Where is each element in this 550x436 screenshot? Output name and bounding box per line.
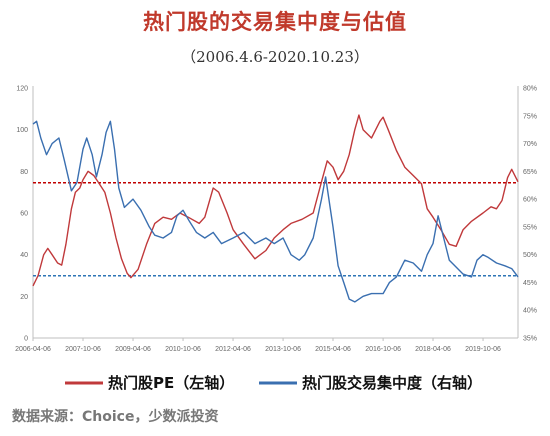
y-left-tick-label: 60	[20, 211, 28, 218]
series-lines	[32, 114, 519, 303]
y-right-tick-label: 40%	[523, 308, 537, 315]
y-right-tick-label: 70%	[523, 141, 537, 148]
x-tick-label: 2019-10-06	[465, 346, 501, 353]
x-tick-label: 2010-10-06	[165, 346, 201, 353]
x-tick-label: 2015-04-06	[315, 346, 351, 353]
y-right-tick-label: 45%	[523, 280, 537, 287]
legend: 热门股PE（左轴） 热门股交易集中度（右轴）	[65, 374, 482, 392]
axes: 0 20 40 60 80 100 120 35% 40% 45% 50% 55% 60% 65% 70% 7…	[15, 86, 537, 354]
data-source-note: 数据来源：Choice，少数派投资	[12, 409, 219, 425]
x-tick-label: 2012-04-06	[215, 346, 251, 353]
pe-series-line	[32, 114, 519, 287]
y-right-tick-label: 35%	[523, 336, 537, 343]
y-right-tick-label: 50%	[523, 252, 537, 259]
x-tick-label: 2006-04-06	[15, 346, 51, 353]
x-tick-label: 2009-04-06	[115, 346, 151, 353]
x-tick-label: 2007-10-06	[65, 346, 101, 353]
x-tick-label: 2013-10-06	[265, 346, 301, 353]
x-tick-label: 2016-10-06	[365, 346, 401, 353]
y-right-tick-label: 75%	[523, 113, 537, 120]
y-right-tick-label: 55%	[523, 224, 537, 231]
y-left-tick-label: 100	[16, 127, 28, 134]
concentration-series-line	[32, 120, 519, 303]
y-right-tick-label: 80%	[523, 86, 537, 93]
y-left-tick-label: 20	[20, 294, 28, 301]
legend-concentration-label: 热门股交易集中度（右轴）	[302, 374, 482, 392]
chart-subtitle: （2006.4.6-2020.10.23）	[181, 48, 369, 66]
y-left-tick-label: 120	[16, 86, 28, 93]
y-left-tick-label: 40	[20, 252, 28, 259]
y-right-tick-label: 65%	[523, 169, 537, 176]
x-tick-label: 2018-04-06	[415, 346, 451, 353]
chart-title: 热门股的交易集中度与估值	[143, 10, 407, 34]
y-left-tick-label: 0	[24, 336, 28, 343]
y-left-tick-label: 80	[20, 169, 28, 176]
reference-lines	[33, 182, 518, 277]
y-right-tick-label: 60%	[523, 197, 537, 204]
legend-pe-label: 热门股PE（左轴）	[108, 374, 234, 392]
